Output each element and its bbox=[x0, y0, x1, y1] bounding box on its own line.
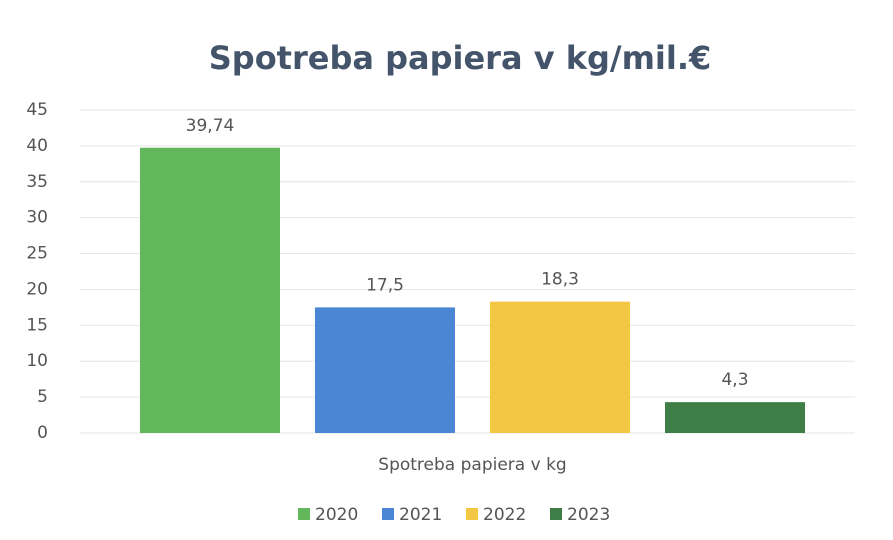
chart-title: Spotreba papiera v kg/mil.€ bbox=[209, 39, 712, 77]
y-tick-label: 10 bbox=[26, 351, 48, 371]
y-tick-label: 20 bbox=[26, 279, 48, 299]
legend-label: 2022 bbox=[483, 505, 526, 525]
bar bbox=[490, 301, 630, 433]
legend-label: 2020 bbox=[315, 505, 358, 525]
bar bbox=[665, 402, 805, 433]
data-label: 39,74 bbox=[186, 116, 235, 136]
y-tick-label: 40 bbox=[26, 136, 48, 156]
legend-swatch bbox=[382, 508, 394, 520]
y-tick-label: 45 bbox=[26, 100, 48, 120]
bar bbox=[140, 147, 280, 433]
legend-swatch bbox=[550, 508, 562, 520]
bar bbox=[315, 307, 455, 433]
data-label: 4,3 bbox=[721, 370, 748, 390]
legend-swatch bbox=[298, 508, 310, 520]
y-tick-label: 30 bbox=[26, 208, 48, 228]
legend-label: 2021 bbox=[399, 505, 442, 525]
data-label: 17,5 bbox=[366, 275, 404, 295]
x-tick-label: Spotreba papiera v kg bbox=[378, 455, 566, 475]
y-tick-label: 0 bbox=[37, 423, 48, 443]
y-tick-label: 15 bbox=[26, 315, 48, 335]
y-tick-label: 25 bbox=[26, 244, 48, 264]
y-tick-label: 35 bbox=[26, 172, 48, 192]
data-label: 18,3 bbox=[541, 270, 579, 290]
y-tick-label: 5 bbox=[37, 387, 48, 407]
legend-label: 2023 bbox=[567, 505, 610, 525]
legend-swatch bbox=[466, 508, 478, 520]
